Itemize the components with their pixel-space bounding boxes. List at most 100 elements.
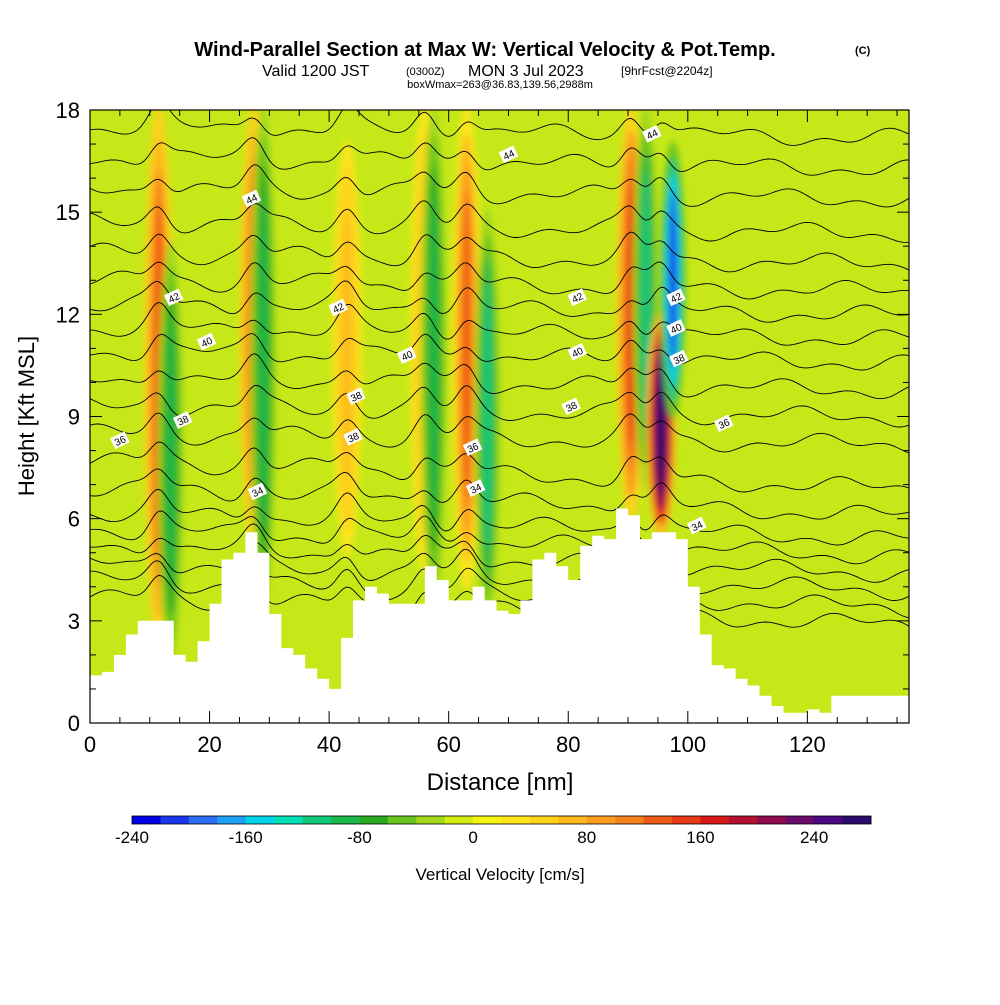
velocity-band-12: [659, 141, 686, 420]
theta-contour-39: [90, 353, 909, 400]
theta-contour-label-text: 34: [251, 485, 266, 500]
y-tick-label: 0: [68, 711, 80, 736]
colorbar-tick-label: 240: [800, 828, 828, 847]
theta-contour-44: [90, 231, 909, 273]
x-axis: 0 20 40 60 80 100 120: [84, 110, 898, 757]
theta-contour-label-bg: [110, 431, 130, 450]
theta-contour-label-bg: [465, 479, 486, 497]
x-tick-label: 80: [556, 732, 580, 757]
colorbar-label: Vertical Velocity [cm/s]: [415, 865, 584, 884]
forecast-label: [9hrFcst@2204z]: [621, 64, 713, 78]
theta-contour-label-bg: [642, 124, 662, 143]
x-tick-label: 20: [197, 732, 221, 757]
theta-contour-label: 38: [343, 428, 363, 446]
theta-contour-label-bg: [346, 387, 366, 405]
theta-contour-label-bg: [163, 288, 184, 307]
x-tick-label: 120: [789, 732, 826, 757]
theta-contour-label: 44: [498, 145, 519, 164]
theta-contour-labels: 36 38 40 42 44 34 38 38 42 40 36 34 44 42 40 38 44 42 40 38…: [110, 124, 734, 535]
theta-contour-label: 38: [172, 411, 193, 429]
theta-contour-label-text: 38: [176, 414, 191, 429]
theta-contour-label-bg: [567, 288, 587, 307]
theta-contour-32: [90, 523, 909, 583]
theta-contour-label: 40: [397, 346, 417, 365]
theta-contour-label-bg: [397, 346, 417, 365]
colorbar-swatch: [274, 816, 303, 824]
theta-contour-label: 42: [163, 288, 184, 307]
theta-contour-label: 40: [666, 319, 686, 337]
colorbar-swatch: [245, 816, 275, 824]
y-tick-label: 3: [68, 609, 80, 634]
theta-contour-label-text: 40: [669, 322, 684, 337]
theta-contour-40: [90, 333, 909, 371]
velocity-band-layer: [483, 281, 492, 552]
colorbar-swatch: [558, 816, 588, 824]
colorbar-swatch: [615, 816, 645, 824]
theta-contour-label-bg: [343, 428, 363, 446]
colorbar-swatch: [842, 816, 872, 824]
theta-contour-label-text: 36: [113, 434, 128, 449]
colorbar-tick-label: 160: [686, 828, 714, 847]
box-wmax-label: boxWmax=263@36.83,139.56,2988m: [407, 79, 593, 91]
y-tick-label: 18: [56, 98, 80, 123]
velocity-band-layer: [626, 179, 636, 450]
valid-date-label: MON 3 Jul 2023: [468, 63, 584, 80]
theta-contour-label: 42: [567, 288, 587, 307]
theta-contour-label-text: 42: [570, 291, 585, 306]
colorbar-swatch: [188, 816, 218, 824]
theta-contour-34: [90, 488, 909, 546]
theta-contour-label: 34: [247, 482, 268, 501]
theta-contour-48: [90, 110, 909, 146]
colorbar-swatch: [444, 816, 474, 824]
theta-contour-41: [90, 302, 909, 346]
theta-contour-label: 38: [561, 397, 581, 416]
colorbar-swatch: [160, 816, 190, 824]
theta-contour-label: 38: [669, 349, 689, 368]
theta-contour-37: [90, 412, 909, 454]
theta-contour-35: [90, 468, 909, 520]
theta-contour-label-text: 44: [502, 148, 517, 163]
velocity-band-layer: [462, 191, 471, 506]
theta-contour-label-bg: [498, 145, 519, 164]
theta-contour-label-bg: [241, 189, 262, 208]
colorbar-swatch: [359, 816, 389, 824]
theta-contour-label: 34: [465, 479, 486, 497]
theta-contour-label-text: 42: [669, 291, 684, 306]
theta-contour-label-text: 42: [167, 291, 182, 306]
colorbar-tick-label: -240: [115, 828, 149, 847]
colorbar-swatch: [728, 816, 758, 824]
theta-contour-label-text: 38: [564, 400, 579, 415]
theta-contour-label: 36: [110, 431, 130, 450]
colorbar-swatch: [672, 816, 701, 824]
colorbar-swatch: [814, 816, 843, 824]
velocity-band-layer: [656, 351, 666, 499]
y-tick-label: 9: [68, 405, 80, 430]
valid-time-zulu: (0300Z): [406, 66, 445, 78]
theta-contour-label-text: 36: [466, 441, 481, 456]
theta-contour-label-text: 44: [645, 128, 660, 143]
theta-contour-label: 38: [346, 387, 366, 405]
theta-contour-label-text: 42: [331, 301, 346, 316]
chart-title: Wind-Parallel Section at Max W: Vertical…: [194, 39, 775, 61]
theta-contour-36: [90, 441, 909, 493]
colorbar-frame: [131, 815, 872, 825]
theta-contour-45: [90, 200, 909, 243]
terrain-mask: [90, 508, 909, 723]
theta-contour-label: 44: [642, 124, 662, 143]
theta-contour-label: 42: [666, 288, 686, 307]
colorbar-swatch: [387, 816, 417, 824]
colorbar-swatch: [416, 816, 446, 824]
theta-contour-label-text: 38: [346, 431, 361, 446]
theta-contour-label-text: 40: [570, 346, 585, 361]
theta-contour-label-text: 38: [672, 352, 687, 367]
theta-contour-label-text: 34: [469, 482, 484, 497]
velocity-band-1: [157, 242, 184, 666]
colorbar-swatch: [330, 816, 360, 824]
y-tick-label: 12: [56, 302, 80, 327]
theta-contour-label: 44: [241, 189, 262, 208]
velocity-band-layer: [429, 193, 438, 520]
theta-contour-label: 36: [462, 438, 483, 457]
